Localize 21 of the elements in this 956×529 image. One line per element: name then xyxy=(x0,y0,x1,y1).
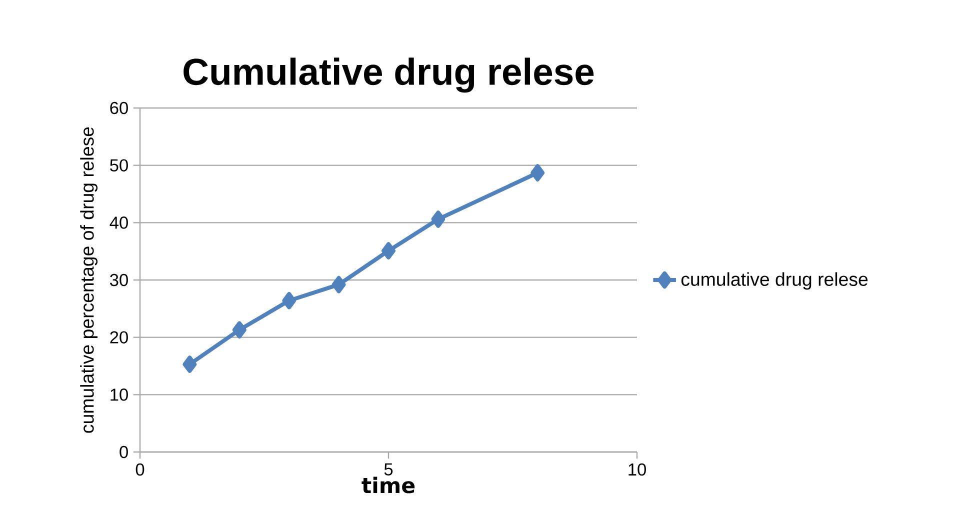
y-tick-label: 30 xyxy=(110,274,128,286)
point xyxy=(332,276,346,294)
y-tick-label: 20 xyxy=(110,331,128,344)
point xyxy=(232,321,246,339)
x-tick-label: 0 xyxy=(136,463,144,476)
y-tick-label: 40 xyxy=(110,216,128,229)
x-tick-label: 10 xyxy=(628,463,646,476)
legend-label: cumulative drug relese xyxy=(681,272,868,290)
point xyxy=(431,210,446,228)
y-tick-label: 0 xyxy=(120,446,128,458)
x-axis-title: time xyxy=(362,476,415,494)
y-tick-label: 60 xyxy=(110,102,128,114)
point xyxy=(382,242,396,260)
point xyxy=(530,164,545,182)
x-tick-label: 5 xyxy=(384,463,393,476)
y-tick-label: 50 xyxy=(110,159,128,172)
point xyxy=(182,356,197,373)
point xyxy=(282,292,296,310)
chart-title: Cumulative drug relese xyxy=(184,58,594,93)
y-axis-title: cumulative percentage of drug relese xyxy=(80,127,98,433)
y-tick-label: 10 xyxy=(110,388,128,401)
